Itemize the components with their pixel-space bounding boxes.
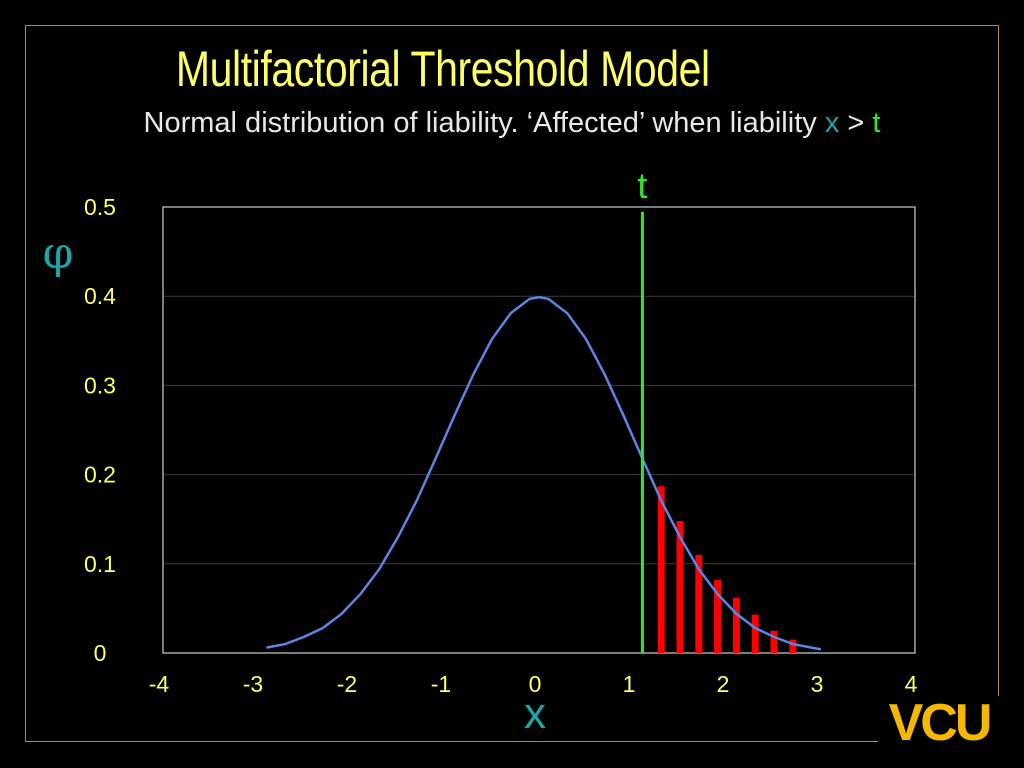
threshold-bar bbox=[657, 486, 665, 653]
x-axis-label: x bbox=[524, 689, 546, 738]
slide-title: Multifactorial Threshold Model bbox=[175, 41, 710, 97]
plot-area bbox=[162, 206, 916, 654]
y-tick-label: 0.2 bbox=[84, 462, 116, 488]
vcu-logo: VCU bbox=[878, 696, 1000, 744]
y-tick-label: 0.5 bbox=[84, 194, 116, 220]
threshold-bar bbox=[751, 614, 759, 653]
subtitle-var-t: t bbox=[872, 107, 881, 139]
x-tick-label: 3 bbox=[811, 671, 824, 697]
x-tick-label: 2 bbox=[717, 671, 730, 697]
vcu-logo-mark: VCU bbox=[889, 696, 993, 744]
y-tick-label: 0.3 bbox=[84, 372, 116, 398]
x-tick-label: -3 bbox=[243, 671, 263, 697]
subtitle-gt: > bbox=[839, 107, 873, 139]
x-tick-label: 1 bbox=[623, 671, 636, 697]
y-tick-labels: 0 0.1 0.2 0.3 0.4 0.5 bbox=[84, 194, 116, 666]
subtitle-var-x: x bbox=[824, 107, 840, 139]
x-tick-label: 0 bbox=[529, 671, 542, 697]
y-tick-label: 0.4 bbox=[84, 283, 116, 309]
threshold-bar bbox=[676, 520, 684, 653]
y-axis-label: φ bbox=[43, 228, 74, 279]
threshold-bar bbox=[732, 597, 740, 653]
threshold-bar bbox=[789, 639, 797, 653]
y-tick-label: 0.1 bbox=[84, 551, 116, 577]
svg-text:VCU: VCU bbox=[889, 696, 990, 744]
slide-frame bbox=[25, 25, 999, 742]
threshold-bar bbox=[714, 579, 722, 653]
subtitle-text: Normal distribution of liability. ‘Affec… bbox=[143, 107, 825, 139]
grid-lines bbox=[163, 295, 915, 565]
x-tick-label: -1 bbox=[431, 671, 451, 697]
threshold-label: t bbox=[637, 165, 647, 206]
slide-subtitle: Normal distribution of liability. ‘Affec… bbox=[0, 107, 1024, 140]
normal-curve bbox=[266, 295, 822, 651]
threshold-bar bbox=[770, 630, 778, 653]
y-tick-label: 0 bbox=[94, 640, 107, 666]
x-tick-labels: -4 -3 -2 -1 0 1 2 3 4 bbox=[149, 671, 918, 697]
threshold-bar bbox=[695, 554, 703, 653]
x-tick-label: -4 bbox=[149, 671, 170, 697]
x-tick-label: -2 bbox=[337, 671, 357, 697]
bars-group bbox=[657, 486, 797, 653]
x-tick-label: 4 bbox=[905, 671, 918, 697]
